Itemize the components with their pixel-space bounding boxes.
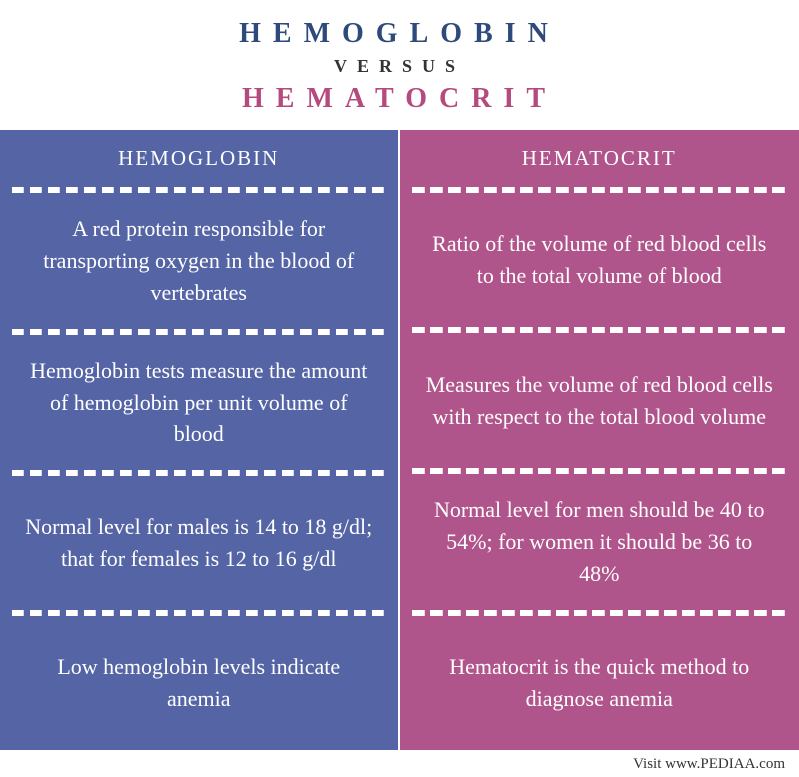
footer-url: www.PEDIAA.com [665, 756, 785, 772]
divider [412, 610, 788, 616]
cell-right-0: Ratio of the volume of red blood cells t… [400, 193, 799, 327]
divider [412, 468, 788, 474]
column-hematocrit: HEMATOCRIT Ratio of the volume of red bl… [400, 130, 799, 750]
cell-right-3: Hematocrit is the quick method to diagno… [400, 616, 799, 750]
comparison-infographic: HEMOGLOBIN VERSUS HEMATOCRIT HEMOGLOBIN … [0, 0, 799, 777]
footer-prefix: Visit [633, 756, 665, 772]
cell-right-2: Normal level for men should be 40 to 54%… [400, 474, 799, 610]
column-hemoglobin: HEMOGLOBIN A red protein responsible for… [0, 130, 400, 750]
header: HEMOGLOBIN VERSUS HEMATOCRIT [0, 0, 799, 130]
cell-left-2: Normal level for males is 14 to 18 g/dl;… [0, 476, 398, 610]
divider [12, 470, 386, 476]
divider [12, 187, 386, 193]
cell-left-3: Low hemoglobin levels indicate anemia [0, 616, 398, 750]
divider [12, 610, 386, 616]
title-versus: VERSUS [0, 56, 799, 77]
column-header-right: HEMATOCRIT [400, 130, 799, 187]
divider [412, 187, 788, 193]
footer: Visit www.PEDIAA.com [0, 750, 799, 777]
divider [412, 327, 788, 333]
cell-left-1: Hemoglobin tests measure the amount of h… [0, 335, 398, 471]
title-hemoglobin: HEMOGLOBIN [0, 18, 799, 50]
cell-left-0: A red protein responsible for transporti… [0, 193, 398, 329]
divider [12, 329, 386, 335]
title-hematocrit: HEMATOCRIT [0, 83, 799, 115]
cell-right-1: Measures the volume of red blood cells w… [400, 333, 799, 467]
columns-wrapper: HEMOGLOBIN A red protein responsible for… [0, 130, 799, 750]
column-header-left: HEMOGLOBIN [0, 130, 398, 187]
